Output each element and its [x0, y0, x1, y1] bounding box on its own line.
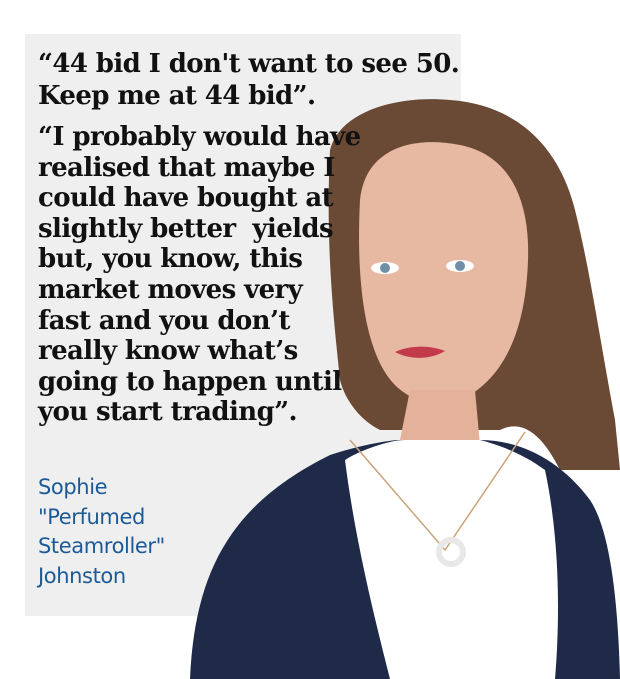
text-line: fast and you don’t — [38, 305, 290, 336]
lips — [395, 346, 445, 358]
text-line: really know what’s — [38, 336, 298, 367]
text-line: Sophie — [38, 475, 108, 499]
text-line: you start trading”. — [38, 397, 298, 428]
quote: “44 bid I don't want to see 50. Keep me a… — [38, 48, 460, 112]
text-line: “44 bid I don't want to see 50. — [38, 49, 460, 79]
necklace — [349, 431, 526, 552]
text-line: slightly better yields — [38, 213, 334, 244]
text-line: Keep me at 44 bid”. — [38, 81, 316, 111]
pendant — [436, 537, 466, 567]
text-line: market moves very — [38, 274, 303, 305]
iris — [380, 263, 390, 273]
text-line: realised that maybe I — [38, 152, 335, 183]
attribution: Sophie "Perfumed Steamroller" Johnston — [38, 473, 165, 591]
text-line: Johnston — [38, 563, 126, 588]
text-line: going to happen until — [38, 366, 342, 397]
text-line: “I probably would have — [38, 122, 361, 152]
text-line: Steamroller" — [38, 534, 165, 558]
top — [345, 440, 558, 679]
iris — [455, 261, 465, 271]
text-line: could have bought at — [38, 183, 334, 214]
text-line: "Perfumed — [38, 504, 145, 529]
face — [359, 142, 529, 404]
quote: “I probably would have realised that mayb… — [38, 122, 361, 428]
neck — [400, 390, 480, 445]
text-line: but, you know, this — [38, 244, 303, 275]
